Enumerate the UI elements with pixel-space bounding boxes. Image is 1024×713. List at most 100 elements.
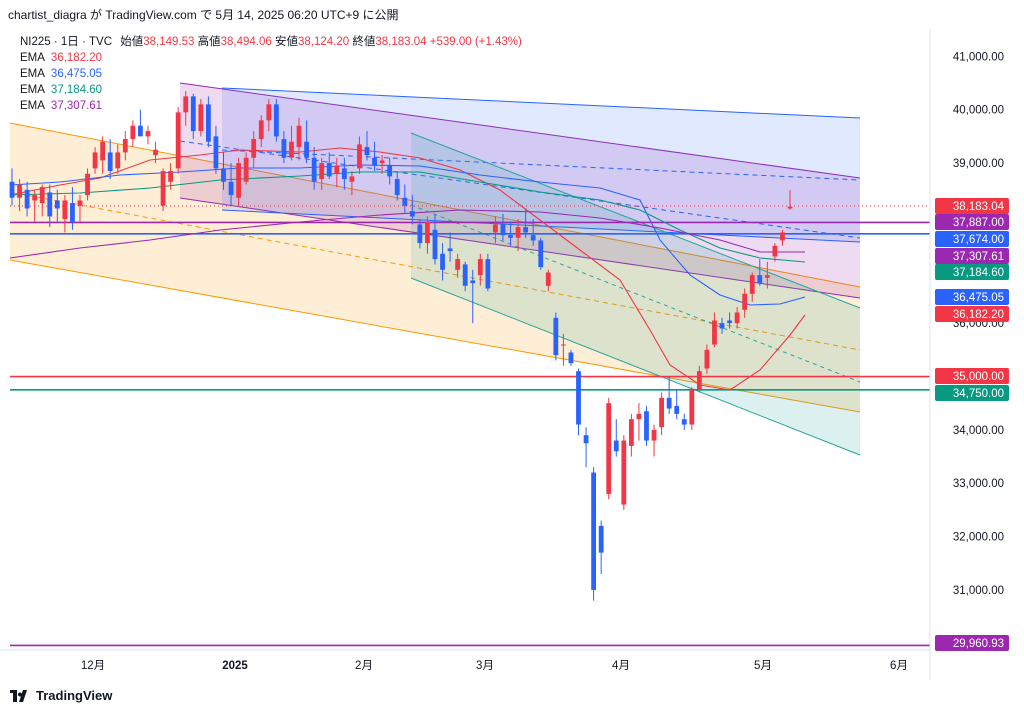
- candle-body: [772, 245, 778, 257]
- candle-body: [425, 221, 430, 244]
- candle: [379, 155, 385, 174]
- candle-body: [251, 139, 257, 158]
- x-tick-label: 2025: [222, 660, 248, 672]
- candle: [553, 312, 559, 361]
- candle: [749, 272, 755, 302]
- candle-body: [576, 371, 581, 425]
- candle: [583, 427, 589, 468]
- candle-body: [787, 206, 793, 209]
- candle-body: [221, 168, 226, 182]
- low-value: 38,124.20: [297, 36, 350, 48]
- candle-body: [205, 104, 211, 142]
- ema-row-3[interactable]: EMA 37,184.60: [20, 82, 522, 98]
- candle-body: [183, 96, 189, 113]
- candle-body: [417, 224, 423, 244]
- ema-label: EMA: [20, 68, 45, 80]
- candle: [304, 120, 309, 164]
- candle-body: [598, 525, 604, 553]
- candle: [712, 312, 717, 348]
- price-tag: 37,184.60: [935, 264, 1009, 280]
- candle: [138, 109, 143, 137]
- price-tag-label: 35,000.00: [953, 371, 1004, 383]
- candle: [47, 184, 53, 228]
- candle: [477, 253, 483, 286]
- price-tag-bg: [935, 231, 1009, 247]
- price-tag: 29,960.93: [935, 635, 1009, 651]
- candle: [402, 184, 408, 214]
- candle-body: [560, 344, 566, 346]
- open-value: 38,149.53: [143, 36, 195, 48]
- candle-body: [734, 312, 740, 324]
- ema-row-4[interactable]: EMA 37,307.61: [20, 98, 522, 114]
- candle: [681, 413, 687, 430]
- candle: [621, 435, 627, 510]
- y-tick-label: 39,000.00: [953, 158, 1004, 170]
- candle: [77, 195, 83, 222]
- candle-body: [122, 139, 128, 153]
- candle: [266, 99, 272, 132]
- candle: [236, 157, 242, 206]
- y-tick-label: 31,000.00: [953, 585, 1004, 597]
- candle-body: [77, 200, 83, 206]
- candle-body: [538, 240, 544, 268]
- candle-body: [334, 165, 340, 174]
- price-tag: 37,674.00: [935, 231, 1009, 247]
- y-tick-label: 40,000.00: [953, 105, 1004, 117]
- price-tag: 35,000.00: [935, 368, 1009, 384]
- x-axis[interactable]: 12月 2025 2月 3月 4月 5月 6月: [81, 660, 908, 672]
- candle: [764, 261, 770, 289]
- price-tags: 38,183.04 37,887.00 37,674.00 37,307.61 37,1…: [935, 198, 1009, 651]
- purple-channel-lower: [179, 197, 861, 299]
- ema-value: 36,475.05: [50, 68, 103, 80]
- candle-body: [387, 165, 393, 177]
- candle: [54, 189, 60, 222]
- candle: [545, 269, 551, 292]
- candle: [613, 419, 619, 457]
- candle-body: [145, 131, 151, 137]
- blue-channel-mid: [221, 149, 861, 181]
- candle-body: [168, 171, 174, 182]
- y-tick-label: 34,000.00: [953, 425, 1004, 437]
- y-axis[interactable]: 41,000.0040,000.0039,000.0036,000.0034,0…: [953, 51, 1004, 597]
- candle-body: [447, 248, 453, 252]
- candle-body: [591, 472, 597, 590]
- ema-row-1[interactable]: EMA 36,182.20: [20, 50, 522, 66]
- price-tag: 37,887.00: [935, 214, 1009, 230]
- candle-body: [349, 176, 355, 182]
- candle: [341, 157, 347, 190]
- candle-body: [651, 429, 657, 441]
- candle-body: [727, 320, 732, 324]
- ema-row-2[interactable]: EMA 36,475.05: [20, 66, 522, 82]
- candle-body: [24, 189, 30, 209]
- candle: [387, 157, 393, 185]
- candle-body: [17, 184, 22, 198]
- candle: [696, 365, 702, 393]
- candle-body: [243, 157, 249, 182]
- price-tag-label: 37,307.61: [953, 251, 1004, 263]
- close-label: 終値: [352, 36, 376, 48]
- open-label: 始値: [120, 36, 144, 48]
- candle-body: [394, 179, 400, 196]
- candle-body: [379, 160, 385, 164]
- candle-body: [719, 323, 725, 329]
- candle: [704, 344, 710, 374]
- orange-channel-lower: [9, 259, 861, 413]
- candle-body: [228, 181, 234, 196]
- candle-body: [636, 413, 642, 420]
- orange-channel-fill: [10, 123, 860, 412]
- purple-channel-fill: [180, 83, 860, 298]
- candle-body: [470, 280, 476, 284]
- ema-green-line: [9, 171, 806, 263]
- candle-body: [704, 349, 710, 369]
- candle-body: [296, 125, 302, 148]
- candle: [576, 368, 581, 436]
- candle-body: [749, 275, 755, 294]
- price-tag-bg: [935, 385, 1009, 401]
- price-tag-label: 29,960.93: [953, 638, 1004, 650]
- candle: [70, 187, 75, 230]
- candle-body: [39, 187, 45, 204]
- brand-text: TradingView: [36, 688, 113, 703]
- x-tick-label: 3月: [476, 660, 494, 672]
- x-tick-label: 12月: [81, 660, 105, 672]
